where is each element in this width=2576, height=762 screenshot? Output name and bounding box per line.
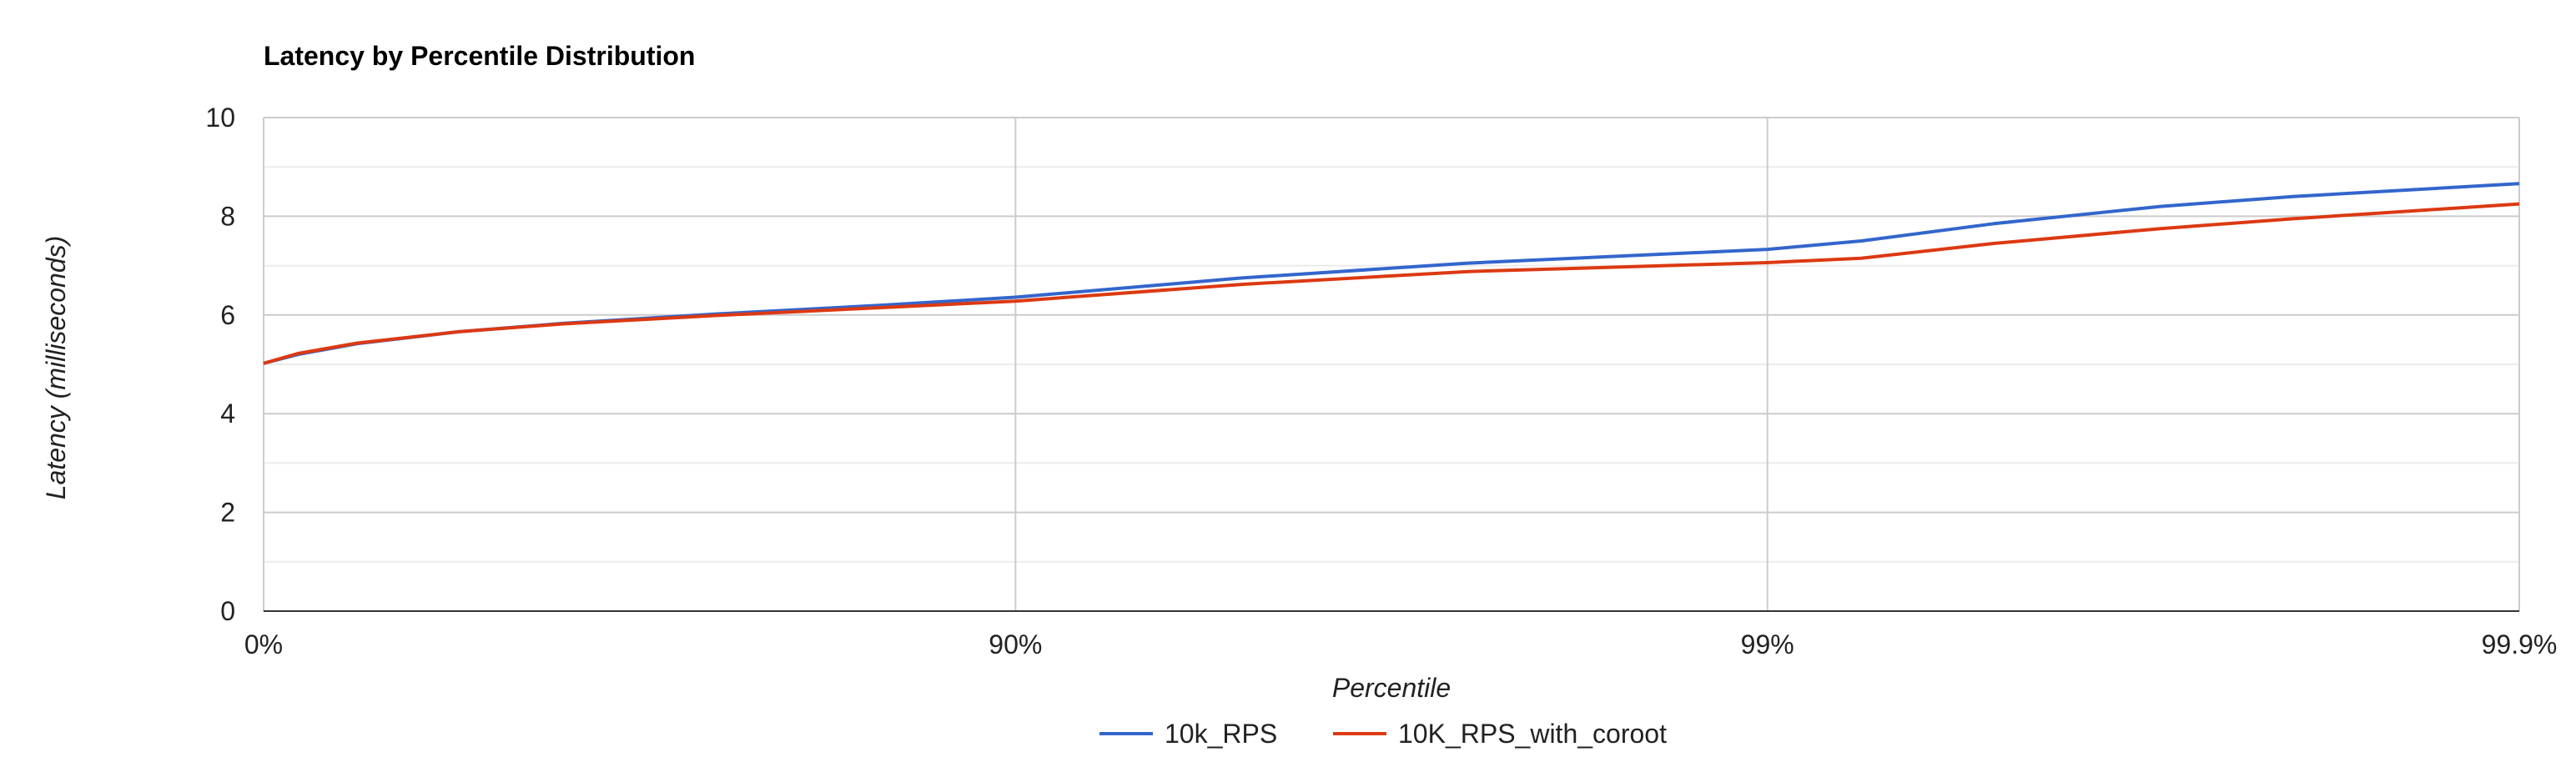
y-tick-label: 0 bbox=[220, 596, 235, 626]
y-axis-label: Latency (milliseconds) bbox=[41, 236, 71, 500]
y-axis-ticks: 0 2 4 6 8 10 bbox=[205, 103, 235, 626]
x-axis-ticks: 0% 90% 99% 99.9% bbox=[244, 629, 2557, 659]
series-line-2 bbox=[263, 202, 2520, 365]
x-axis-label: Percentile bbox=[1332, 673, 1451, 703]
y-tick-label: 4 bbox=[220, 399, 235, 429]
x-tick-label: 99.9% bbox=[2482, 629, 2558, 659]
x-tick-label: 0% bbox=[244, 629, 283, 659]
grid bbox=[263, 117, 2520, 611]
chart-title: Latency by Percentile Distribution bbox=[264, 41, 695, 71]
y-tick-label: 10 bbox=[205, 103, 235, 133]
y-tick-label: 6 bbox=[220, 300, 235, 330]
x-tick-label: 99% bbox=[1741, 629, 1794, 659]
y-tick-label: 2 bbox=[220, 498, 235, 528]
series-lines bbox=[263, 182, 2520, 365]
legend: 10k_RPS 10K_RPS_with_coroot bbox=[1099, 719, 1667, 749]
series-line-1 bbox=[263, 182, 2520, 365]
legend-label-2: 10K_RPS_with_coroot bbox=[1398, 719, 1667, 749]
y-tick-label: 8 bbox=[220, 201, 235, 231]
legend-label-1: 10k_RPS bbox=[1165, 719, 1277, 749]
x-tick-label: 90% bbox=[989, 629, 1042, 659]
